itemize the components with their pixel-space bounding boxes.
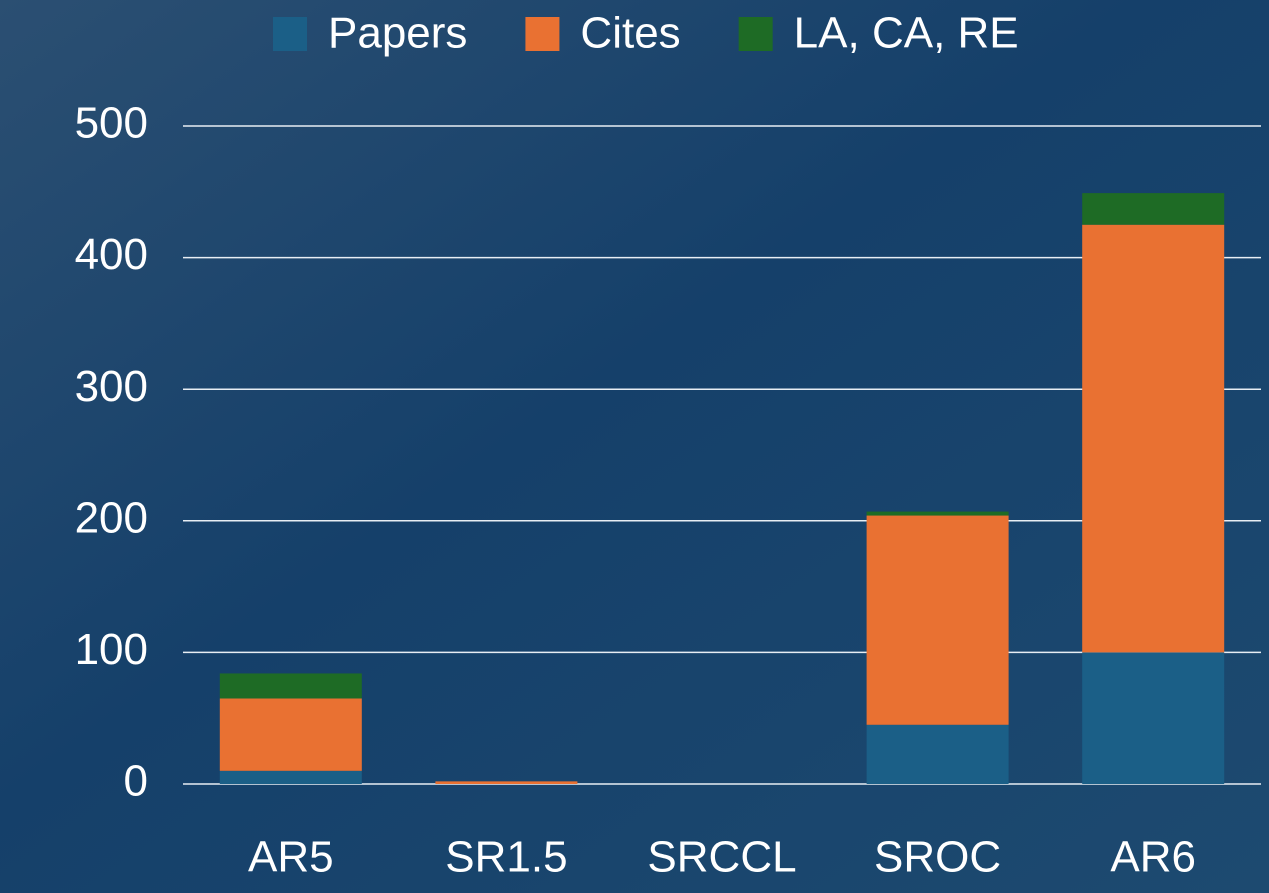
x-tick-label: SRCCL <box>647 833 796 882</box>
bar-segment <box>219 673 362 699</box>
bar-segment <box>866 724 1009 784</box>
y-tick-label: 100 <box>75 625 148 674</box>
bar-segment <box>866 515 1009 725</box>
x-tick-label: AR6 <box>1110 833 1196 882</box>
legend-swatch <box>738 17 773 51</box>
legend-label: Cites <box>580 9 680 58</box>
x-tick-label: SROC <box>874 833 1001 882</box>
y-tick-label: 400 <box>75 230 148 279</box>
x-tick-label: AR5 <box>248 833 334 882</box>
x-tick-label: SR1.5 <box>445 833 567 882</box>
y-tick-label: 200 <box>75 493 148 542</box>
bar-segment <box>219 770 362 784</box>
legend-label: Papers <box>328 9 467 58</box>
legend-swatch <box>273 17 307 51</box>
y-tick-label: 500 <box>75 99 148 148</box>
bar-segment <box>1082 652 1225 784</box>
legend-label: LA, CA, RE <box>794 9 1019 58</box>
bar-segment <box>1082 193 1225 225</box>
bar-segment <box>866 511 1009 516</box>
bar-segment <box>435 781 578 784</box>
bar-segment <box>1082 224 1225 653</box>
legend-swatch <box>525 17 560 51</box>
bar-segment <box>219 698 362 771</box>
y-tick-label: 300 <box>75 362 148 411</box>
y-tick-label: 0 <box>124 757 148 806</box>
